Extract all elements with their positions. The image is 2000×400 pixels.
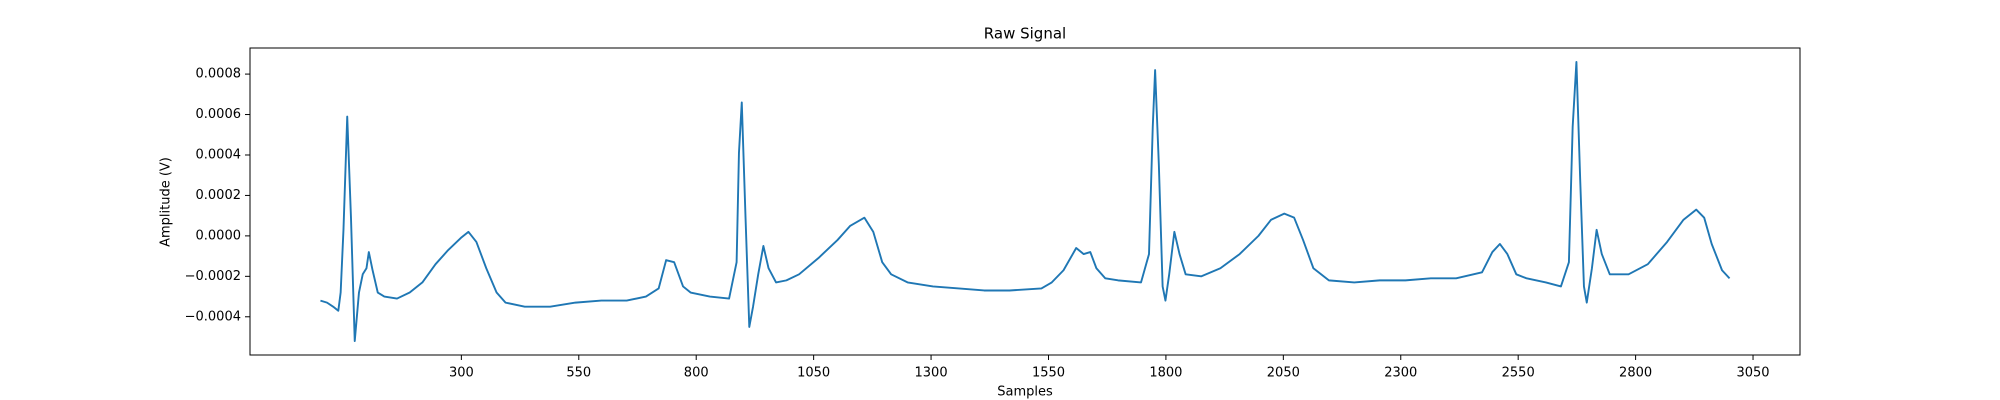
y-tick-label: 0.0006 bbox=[196, 107, 242, 122]
x-tick-label: 550 bbox=[566, 366, 591, 381]
y-tick-label: −0.0002 bbox=[185, 269, 241, 284]
x-tick-label: 2300 bbox=[1384, 366, 1417, 381]
x-tick-label: 3050 bbox=[1736, 366, 1769, 381]
y-tick-label: 0.0004 bbox=[196, 147, 242, 162]
x-axis-label: Samples bbox=[997, 385, 1053, 400]
x-tick-label: 1550 bbox=[1032, 366, 1065, 381]
y-tick-label: 0.0000 bbox=[196, 228, 242, 243]
y-tick-label: 0.0008 bbox=[196, 67, 242, 82]
y-tick-label: −0.0004 bbox=[185, 309, 241, 324]
x-tick-label: 800 bbox=[684, 366, 709, 381]
y-axis-label: Amplitude (V) bbox=[159, 157, 174, 247]
y-tick-label: 0.0002 bbox=[196, 188, 242, 203]
signal-line bbox=[320, 61, 1731, 342]
x-tick-label: 1050 bbox=[797, 366, 830, 381]
x-tick-label: 300 bbox=[449, 366, 474, 381]
plot-frame bbox=[249, 47, 1801, 356]
x-tick-label: 1300 bbox=[915, 366, 948, 381]
x-tick-label: 2050 bbox=[1267, 366, 1300, 381]
chart-title: Raw Signal bbox=[984, 25, 1066, 43]
x-tick-label: 2800 bbox=[1619, 366, 1652, 381]
x-tick-label: 1800 bbox=[1149, 366, 1182, 381]
x-tick-label: 2550 bbox=[1502, 366, 1535, 381]
